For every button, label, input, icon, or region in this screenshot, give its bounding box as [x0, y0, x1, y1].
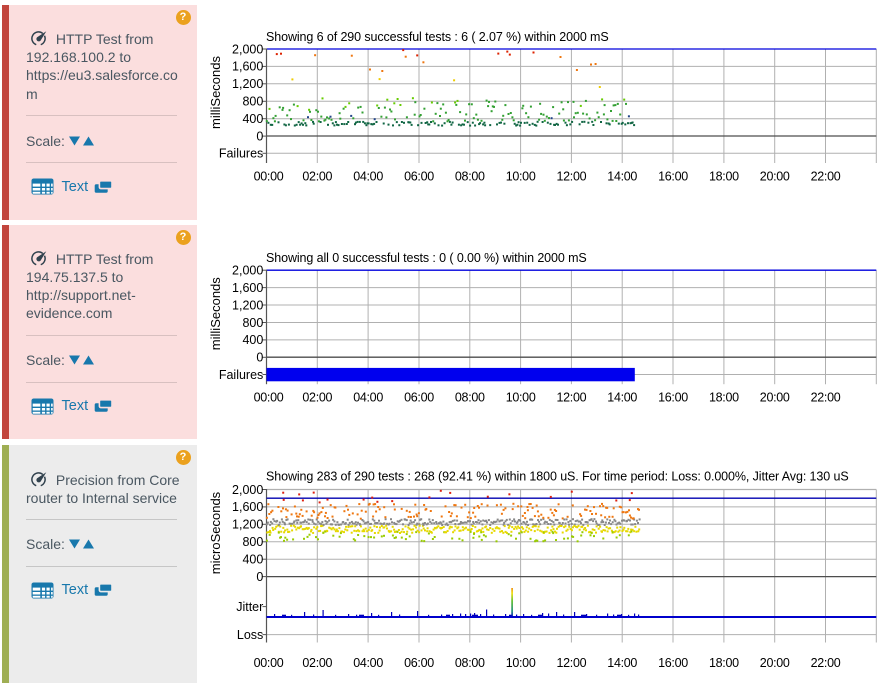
svg-text:22:00: 22:00: [811, 656, 841, 670]
svg-text:20:00: 20:00: [760, 169, 790, 183]
svg-text:1,200: 1,200: [232, 77, 263, 91]
svg-text:2,000: 2,000: [232, 264, 263, 278]
svg-text:14:00: 14:00: [607, 391, 637, 405]
svg-text:02:00: 02:00: [302, 169, 332, 183]
svg-text:06:00: 06:00: [404, 656, 434, 670]
svg-text:Failures: Failures: [219, 147, 263, 161]
svg-text:14:00: 14:00: [607, 169, 637, 183]
svg-text:10:00: 10:00: [506, 656, 536, 670]
svg-text:20:00: 20:00: [760, 391, 790, 405]
svg-text:22:00: 22:00: [811, 391, 841, 405]
svg-text:22:00: 22:00: [811, 169, 841, 183]
svg-text:08:00: 08:00: [455, 656, 485, 670]
svg-text:12:00: 12:00: [557, 656, 587, 670]
svg-text:00:00: 00:00: [254, 169, 284, 183]
svg-text:2,000: 2,000: [232, 483, 263, 497]
svg-text:Showing all 0 successful tests: Showing all 0 successful tests : 0 ( 0.0…: [266, 251, 587, 265]
svg-text:16:00: 16:00: [658, 391, 688, 405]
svg-text:milliSeconds: milliSeconds: [208, 277, 223, 350]
svg-text:08:00: 08:00: [455, 169, 485, 183]
svg-text:02:00: 02:00: [302, 391, 332, 405]
svg-text:04:00: 04:00: [353, 656, 383, 670]
svg-text:00:00: 00:00: [254, 391, 284, 405]
svg-text:Failures: Failures: [219, 368, 263, 382]
svg-text:400: 400: [242, 553, 263, 567]
svg-text:18:00: 18:00: [709, 391, 739, 405]
svg-text:16:00: 16:00: [658, 169, 688, 183]
svg-text:08:00: 08:00: [455, 391, 485, 405]
svg-text:400: 400: [242, 112, 263, 126]
svg-text:Loss: Loss: [237, 628, 263, 642]
svg-text:milliSeconds: milliSeconds: [208, 56, 223, 129]
svg-text:1,200: 1,200: [232, 298, 263, 312]
svg-text:1,600: 1,600: [232, 281, 263, 295]
svg-text:1,600: 1,600: [232, 60, 263, 74]
svg-text:18:00: 18:00: [709, 656, 739, 670]
svg-text:18:00: 18:00: [709, 169, 739, 183]
svg-text:microSeconds: microSeconds: [208, 491, 223, 574]
svg-text:06:00: 06:00: [404, 391, 434, 405]
svg-text:02:00: 02:00: [302, 656, 332, 670]
svg-text:10:00: 10:00: [506, 391, 536, 405]
svg-text:0: 0: [256, 351, 263, 365]
svg-text:0: 0: [256, 570, 263, 584]
svg-text:04:00: 04:00: [353, 391, 383, 405]
svg-text:800: 800: [242, 95, 263, 109]
svg-text:04:00: 04:00: [353, 169, 383, 183]
svg-text:06:00: 06:00: [404, 169, 434, 183]
svg-text:Showing 6 of 290 successful te: Showing 6 of 290 successful tests : 6 ( …: [266, 30, 609, 44]
svg-text:16:00: 16:00: [658, 656, 688, 670]
svg-text:800: 800: [242, 535, 263, 549]
svg-text:12:00: 12:00: [557, 169, 587, 183]
svg-text:2,000: 2,000: [232, 42, 263, 56]
svg-text:1,600: 1,600: [232, 500, 263, 514]
svg-text:Jitter: Jitter: [236, 600, 263, 614]
svg-text:0: 0: [256, 129, 263, 143]
svg-text:800: 800: [242, 316, 263, 330]
svg-text:10:00: 10:00: [506, 169, 536, 183]
svg-text:400: 400: [242, 333, 263, 347]
svg-text:12:00: 12:00: [557, 391, 587, 405]
svg-text:00:00: 00:00: [254, 656, 284, 670]
svg-text:14:00: 14:00: [607, 656, 637, 670]
svg-text:Showing 283 of 290 tests : 268: Showing 283 of 290 tests : 268 (92.41 %)…: [266, 469, 849, 483]
svg-text:1,200: 1,200: [232, 518, 263, 532]
svg-text:20:00: 20:00: [760, 656, 790, 670]
